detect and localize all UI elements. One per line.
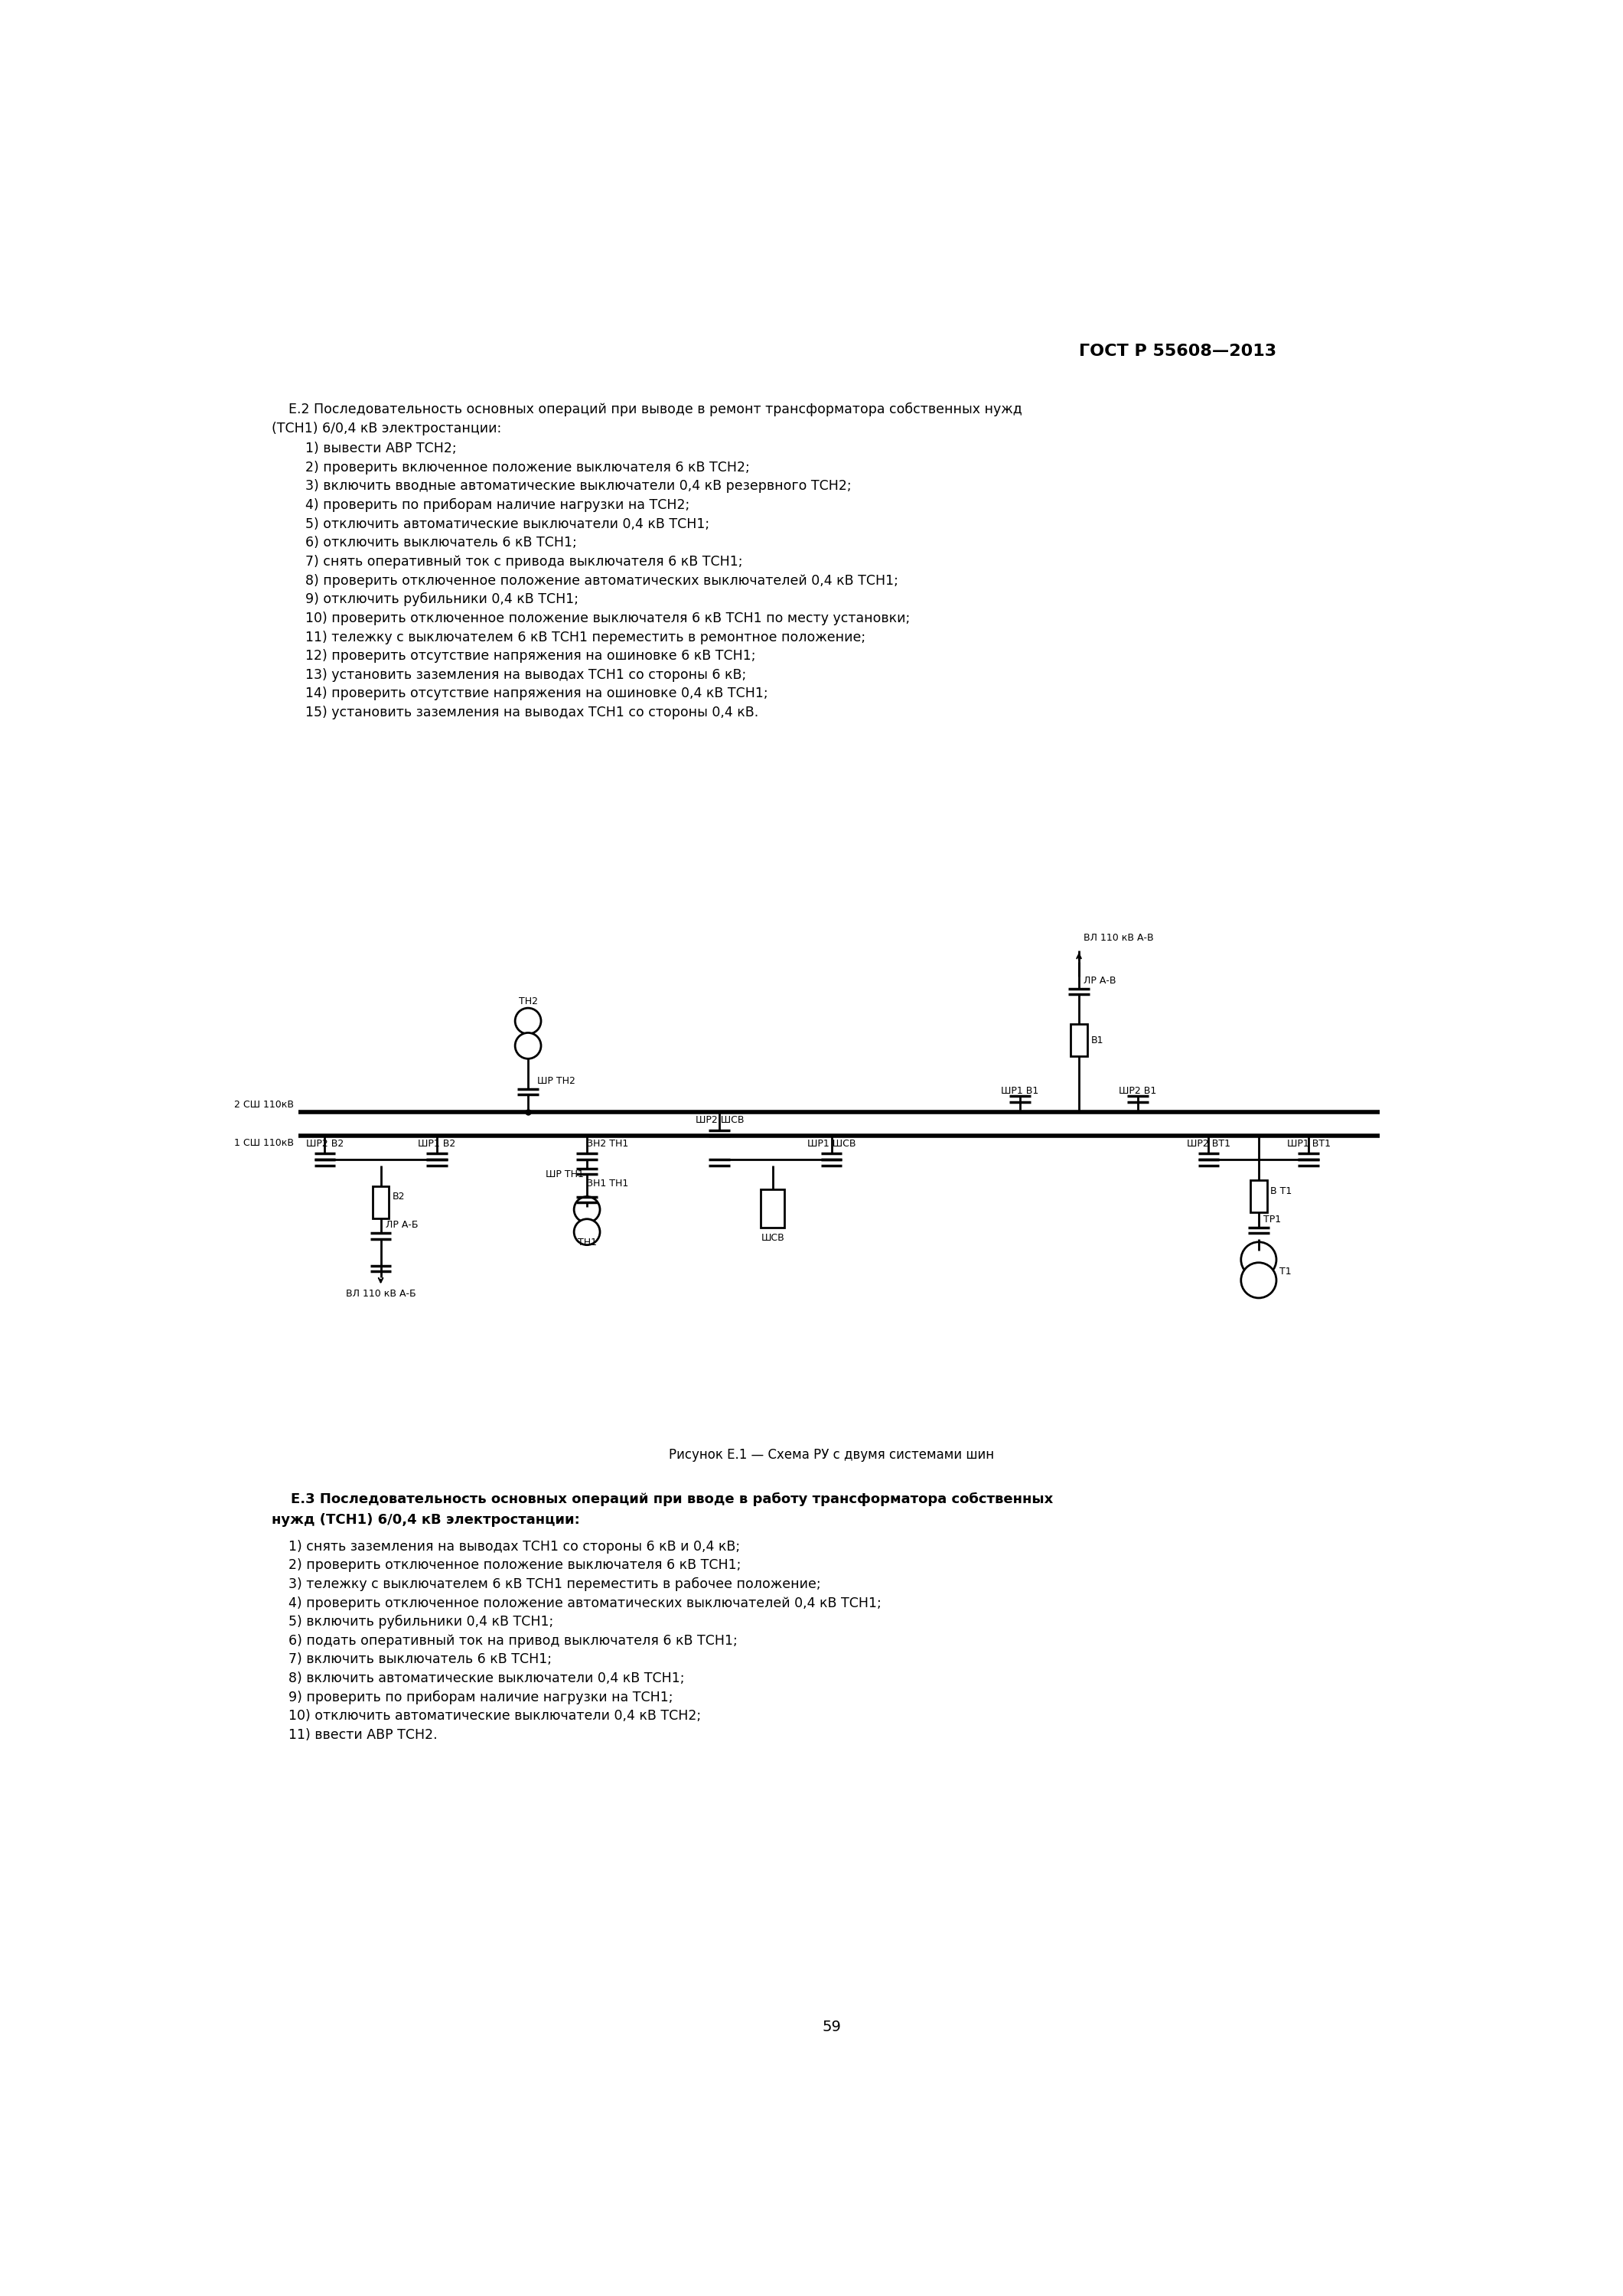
Text: ВЛ 110 кВ А-В: ВЛ 110 кВ А-В (1084, 932, 1154, 944)
Text: ШР1 В1: ШР1 В1 (1001, 1086, 1039, 1095)
Text: 3) включить вводные автоматические выключатели 0,4 кВ резервного ТСН2;: 3) включить вводные автоматические выклю… (271, 480, 852, 494)
Text: 10) отключить автоматические выключатели 0,4 кВ ТСН2;: 10) отключить автоматические выключатели… (271, 1708, 701, 1722)
Text: Е.3 Последовательность основных операций при вводе в работу трансформатора собст: Е.3 Последовательность основных операций… (271, 1492, 1053, 1506)
Text: ШР ТН1: ШР ТН1 (545, 1169, 584, 1180)
Text: ШР1 ВТ1: ШР1 ВТ1 (1287, 1139, 1331, 1148)
Text: В2: В2 (393, 1192, 406, 1201)
Text: 1 СШ 110кВ: 1 СШ 110кВ (234, 1139, 294, 1148)
Text: 8) проверить отключенное положение автоматических выключателей 0,4 кВ ТСН1;: 8) проверить отключенное положение автом… (271, 574, 899, 588)
Text: ШР2 В1: ШР2 В1 (1118, 1086, 1157, 1095)
Text: ШР2 В2: ШР2 В2 (305, 1139, 344, 1148)
Text: 2 СШ 110кВ: 2 СШ 110кВ (234, 1100, 294, 1109)
Text: ШР1 ШСВ: ШР1 ШСВ (807, 1139, 855, 1148)
Text: ЗН1 ТН1: ЗН1 ТН1 (588, 1178, 628, 1189)
Text: ШР2 ВТ1: ШР2 ВТ1 (1186, 1139, 1230, 1148)
Text: ЛР А-Б: ЛР А-Б (386, 1219, 419, 1231)
Text: 10) проверить отключенное положение выключателя 6 кВ ТСН1 по месту установки;: 10) проверить отключенное положение выкл… (271, 611, 911, 625)
Text: 13) установить заземления на выводах ТСН1 со стороны 6 кВ;: 13) установить заземления на выводах ТСН… (271, 668, 747, 682)
Text: ЛР А-В: ЛР А-В (1084, 976, 1117, 985)
Text: 59: 59 (821, 2020, 841, 2034)
Text: 1) снять заземления на выводах ТСН1 со стороны 6 кВ и 0,4 кВ;: 1) снять заземления на выводах ТСН1 со с… (271, 1541, 740, 1554)
Text: 1) вывести АВР ТСН2;: 1) вывести АВР ТСН2; (271, 441, 456, 455)
Circle shape (575, 1196, 601, 1221)
Text: 6) отключить выключатель 6 кВ ТСН1;: 6) отключить выключатель 6 кВ ТСН1; (271, 535, 576, 549)
Text: ГОСТ Р 55608—2013: ГОСТ Р 55608—2013 (1079, 344, 1276, 358)
Text: 3) тележку с выключателем 6 кВ ТСН1 переместить в рабочее положение;: 3) тележку с выключателем 6 кВ ТСН1 пере… (271, 1577, 821, 1591)
Text: ВЛ 110 кВ А-Б: ВЛ 110 кВ А-Б (346, 1288, 415, 1300)
Bar (1071, 1024, 1087, 1056)
Text: 8) включить автоматические выключатели 0,4 кВ ТСН1;: 8) включить автоматические выключатели 0… (271, 1671, 685, 1685)
Text: 7) включить выключатель 6 кВ ТСН1;: 7) включить выключатель 6 кВ ТСН1; (271, 1653, 552, 1667)
Text: 15) установить заземления на выводах ТСН1 со стороны 0,4 кВ.: 15) установить заземления на выводах ТСН… (271, 705, 758, 719)
Text: 4) проверить по приборам наличие нагрузки на ТСН2;: 4) проверить по приборам наличие нагрузк… (271, 498, 690, 512)
Text: ТР1: ТР1 (1263, 1215, 1281, 1224)
Text: 9) проверить по приборам наличие нагрузки на ТСН1;: 9) проверить по приборам наличие нагрузк… (271, 1690, 674, 1704)
Text: 2) проверить включенное положение выключателя 6 кВ ТСН2;: 2) проверить включенное положение выключ… (271, 461, 750, 475)
Text: ШР2 ШСВ: ШР2 ШСВ (695, 1116, 743, 1125)
Text: 14) проверить отсутствие напряжения на ошиновке 0,4 кВ ТСН1;: 14) проверить отсутствие напряжения на о… (271, 687, 768, 700)
Text: 5) включить рубильники 0,4 кВ ТСН1;: 5) включить рубильники 0,4 кВ ТСН1; (271, 1614, 553, 1628)
Circle shape (514, 1033, 540, 1058)
Text: 11) тележку с выключателем 6 кВ ТСН1 переместить в ремонтное положение;: 11) тележку с выключателем 6 кВ ТСН1 пер… (271, 631, 865, 645)
Text: 12) проверить отсутствие напряжения на ошиновке 6 кВ ТСН1;: 12) проверить отсутствие напряжения на о… (271, 650, 756, 664)
Text: 7) снять оперативный ток с привода выключателя 6 кВ ТСН1;: 7) снять оперативный ток с привода выклю… (271, 556, 743, 569)
Circle shape (1242, 1242, 1276, 1277)
Bar (1250, 1180, 1268, 1212)
Text: ШР1 В2: ШР1 В2 (417, 1139, 456, 1148)
Text: 6) подать оперативный ток на привод выключателя 6 кВ ТСН1;: 6) подать оперативный ток на привод выкл… (271, 1635, 737, 1649)
Text: ШР ТН2: ШР ТН2 (537, 1077, 575, 1086)
Text: 9) отключить рубильники 0,4 кВ ТСН1;: 9) отключить рубильники 0,4 кВ ТСН1; (271, 592, 578, 606)
Text: Е.2 Последовательность основных операций при выводе в ремонт трансформатора собс: Е.2 Последовательность основных операций… (271, 402, 1022, 416)
Text: нужд (ТСН1) 6/0,4 кВ электростанции:: нужд (ТСН1) 6/0,4 кВ электростанции: (271, 1513, 579, 1527)
Text: 5) отключить автоматические выключатели 0,4 кВ ТСН1;: 5) отключить автоматические выключатели … (271, 517, 709, 530)
Text: ЗН2 ТН1: ЗН2 ТН1 (588, 1139, 628, 1148)
Text: ТН2: ТН2 (518, 996, 537, 1006)
Text: 2) проверить отключенное положение выключателя 6 кВ ТСН1;: 2) проверить отключенное положение выклю… (271, 1559, 742, 1573)
Circle shape (1242, 1263, 1276, 1297)
Text: Рисунок Е.1 — Схема РУ с двумя системами шин: Рисунок Е.1 — Схема РУ с двумя системами… (669, 1449, 995, 1463)
Text: 4) проверить отключенное положение автоматических выключателей 0,4 кВ ТСН1;: 4) проверить отключенное положение автом… (271, 1596, 881, 1609)
Circle shape (575, 1219, 601, 1244)
Text: 11) ввести АВР ТСН2.: 11) ввести АВР ТСН2. (271, 1729, 438, 1743)
Text: ТН1: ТН1 (578, 1238, 597, 1247)
Bar (761, 1189, 784, 1228)
Text: Т1: Т1 (1279, 1267, 1292, 1277)
Text: ШСВ: ШСВ (761, 1233, 784, 1242)
Circle shape (514, 1008, 540, 1033)
Bar (373, 1187, 390, 1219)
Text: В1: В1 (1091, 1035, 1104, 1045)
Text: (ТСН1) 6/0,4 кВ электростанции:: (ТСН1) 6/0,4 кВ электростанции: (271, 422, 502, 436)
Text: В Т1: В Т1 (1271, 1187, 1292, 1196)
